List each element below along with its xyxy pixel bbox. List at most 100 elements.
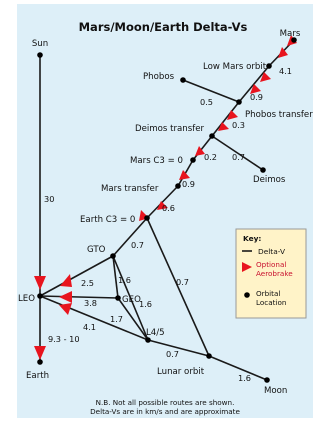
key-aerobrake: Optional Aerobrake <box>256 260 293 278</box>
edge-gto-geo <box>112 255 119 299</box>
label-lunar-orbit: Lunar orbit <box>157 367 205 377</box>
edge-mars-transfer-earth-c3 <box>146 185 179 219</box>
edge-lunar-orbit-moon <box>208 355 268 381</box>
edge-earth-c3-lunar-orbit <box>146 217 210 357</box>
node-gto <box>110 253 116 259</box>
node-geo <box>115 295 121 301</box>
node-labels: Sun Mars Low Mars orbit Phobos Phobos tr… <box>18 29 313 396</box>
dv-gto-leo: 2.5 <box>81 278 94 288</box>
dv-geo-l45: 1.7 <box>110 314 123 324</box>
edge-deimos-transfer-deimos <box>211 135 264 171</box>
label-geo: GEO <box>122 295 141 305</box>
node-mars-c3 <box>190 157 196 163</box>
node-l4-5 <box>145 337 151 343</box>
aerobrake-arrow-lmo-phobos-2 <box>250 84 261 94</box>
edge-phobos-transfer-deimos-transfer <box>211 101 240 137</box>
aerobrake-arrow-mars-tr-earth-c3 <box>157 201 168 210</box>
aerobrake-arrow-phobos-deimos-1 <box>227 110 238 120</box>
key-orbital-location-text-box: Orbital Location <box>256 289 287 307</box>
key-background <box>235 228 307 319</box>
node-lunar-orbit <box>206 353 212 359</box>
diagram-title: Mars/Moon/Earth Delta-Vs <box>79 20 248 34</box>
key-heading: Key: <box>243 234 261 243</box>
node-phobos-transfer <box>236 99 242 105</box>
edge-geo-l45 <box>117 297 149 341</box>
node-moon <box>264 377 270 383</box>
node-sun <box>37 52 43 58</box>
node-deimos <box>260 167 266 173</box>
aerobrake-arrow-leo-earth <box>34 346 46 360</box>
key-aerobrake-text-box: Optional Aerobrake <box>256 260 293 278</box>
node-mars-transfer <box>175 183 181 189</box>
dv-leo-earth: 9.3 - 10 <box>48 334 80 344</box>
label-deimos: Deimos <box>253 175 286 185</box>
aerobrake-arrow-l45-leo <box>59 303 72 315</box>
aerobrake-arrow-gto-leo <box>60 274 72 287</box>
dv-mars-tr-earth-c3: 0.6 <box>162 203 175 213</box>
key-delta-v: Delta-V <box>258 247 285 256</box>
aerobrake-arrow-geo-leo <box>59 291 72 303</box>
edge-deimos-transfer-mars-c3 <box>192 135 213 161</box>
dv-lunar-orbit-moon: 1.6 <box>238 373 251 383</box>
aerobrake-arrow-mars-lmo-2 <box>278 47 288 58</box>
key-aerobrake-swatch <box>242 262 252 272</box>
label-phobos-transfer: Phobos transfer <box>245 110 313 120</box>
edge-gto-leo <box>39 255 114 297</box>
node-low-mars-orbit <box>266 63 272 69</box>
label-sun: Sun <box>32 39 48 49</box>
dv-phobos-tr-deimos-tr: 0.3 <box>232 120 245 130</box>
key-box: Key: Delta-V Optional Aerobrake Orbital … <box>235 228 307 319</box>
footnote-line-1: N.B. Not all possible routes are shown. <box>96 398 235 407</box>
key-orbital-location-swatch <box>244 292 250 298</box>
dv-sun-leo: 30 <box>44 194 54 204</box>
aerobrake-arrow-deimos-c3 <box>195 146 205 156</box>
node-earth <box>37 359 43 365</box>
label-mars: Mars <box>280 29 301 39</box>
label-gto: GTO <box>87 245 106 255</box>
dv-mars-lmo: 4.1 <box>279 66 292 76</box>
label-leo: LEO <box>18 294 35 304</box>
label-phobos: Phobos <box>143 72 175 82</box>
edge-gto-l45 <box>112 255 149 341</box>
dv-gto-l45: 1.6 <box>139 299 152 309</box>
node-phobos <box>180 77 186 83</box>
label-deimos-transfer: Deimos transfer <box>135 124 205 134</box>
dv-deimos-tr-deimos: 0.7 <box>232 152 245 162</box>
footnote-line-2: Delta-Vs are in km/s and are approximate <box>90 407 240 416</box>
dv-deimos-tr-mars-c3: 0.2 <box>204 152 217 162</box>
label-mars-c3: Mars C3 = 0 <box>130 156 183 166</box>
aerobrake-arrow-sun-leo <box>34 276 46 290</box>
dv-leo-geo: 3.8 <box>84 298 97 308</box>
dv-mars-c3-mars-transfer: 0.9 <box>182 179 195 189</box>
node-leo <box>37 293 43 299</box>
dv-gto-geo: 1.6 <box>118 275 131 285</box>
label-earth-c3: Earth C3 = 0 <box>80 215 135 225</box>
edge-phobos-phobos-transfer <box>182 79 240 103</box>
dv-leo-l45: 4.1 <box>83 322 96 332</box>
aerobrake-arrow-lmo-phobos-1 <box>260 72 271 82</box>
label-moon: Moon <box>264 386 287 396</box>
aerobrake-arrow-c3-mars-tr <box>179 170 190 180</box>
dv-lmo-phobos-transfer: 0.9 <box>250 92 263 102</box>
label-low-mars-orbit: Low Mars orbit <box>203 62 267 72</box>
key-orbital-location: Orbital Location <box>256 289 287 307</box>
label-l4-5: L4/5 <box>146 328 165 338</box>
dv-earth-c3-lunar-orbit: 0.7 <box>176 277 189 287</box>
nodes <box>37 37 297 383</box>
node-mars <box>291 37 297 43</box>
edge-leo-geo <box>39 295 119 299</box>
label-earth: Earth <box>26 371 49 381</box>
dv-earth-c3-gto: 0.7 <box>131 240 144 250</box>
aerobrake-arrow-phobos-deimos-2 <box>218 122 229 131</box>
dv-phobos-phobos-transfer: 0.5 <box>200 97 213 107</box>
node-earth-c3 <box>144 215 150 221</box>
delta-v-values: 30 4.1 0.9 0.5 0.3 0.2 0.7 0.9 0.6 0.7 0… <box>44 66 292 383</box>
edge-earth-c3-gto <box>112 217 148 257</box>
edge-leo-l45 <box>39 295 149 341</box>
dv-l45-lunar-orbit: 0.7 <box>166 349 179 359</box>
edge-l45-lunar-orbit <box>147 339 210 357</box>
label-mars-transfer: Mars transfer <box>101 184 159 194</box>
node-deimos-transfer <box>209 133 215 139</box>
